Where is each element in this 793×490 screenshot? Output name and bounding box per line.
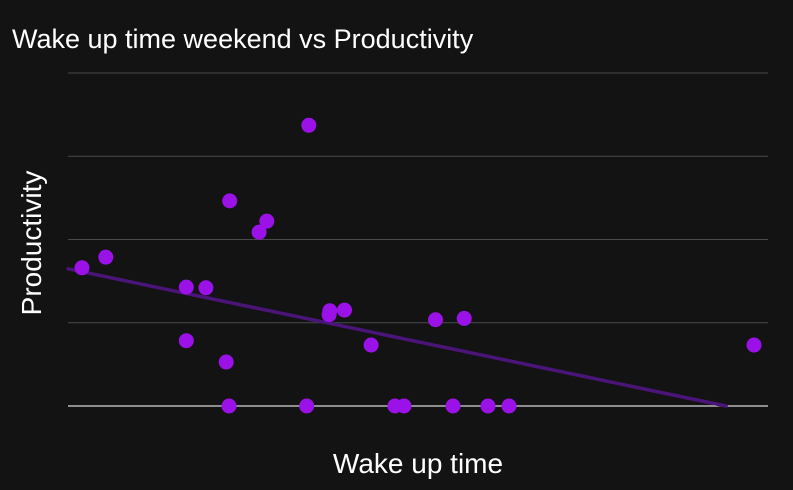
data-point-6 <box>221 398 237 414</box>
data-point-4 <box>198 280 214 296</box>
data-point-15 <box>363 337 379 353</box>
trendline <box>66 267 728 408</box>
data-point-9 <box>259 213 275 229</box>
data-point-13 <box>322 303 338 319</box>
data-point-17 <box>396 398 412 414</box>
data-point-23 <box>746 337 762 353</box>
data-point-7 <box>222 193 238 209</box>
data-point-5 <box>218 354 234 370</box>
grid-lines <box>68 72 768 324</box>
data-point-2 <box>178 333 194 349</box>
x-axis-label: Wake up time <box>332 448 504 479</box>
data-point-20 <box>456 310 472 326</box>
y-axis-label: Productivity <box>16 170 47 316</box>
data-point-21 <box>480 398 496 414</box>
data-point-0 <box>74 260 90 276</box>
data-point-18 <box>428 312 443 328</box>
data-point-14 <box>337 302 352 318</box>
data-point-19 <box>445 398 461 414</box>
chart-title: Wake up time weekend vs Productivity <box>12 24 474 54</box>
trendline-layer <box>66 267 728 408</box>
data-point-22 <box>501 398 517 414</box>
data-point-3 <box>178 279 194 295</box>
data-point-1 <box>98 249 114 265</box>
data-point-10 <box>299 398 315 414</box>
data-point-8 <box>251 224 267 240</box>
data-points <box>74 117 762 414</box>
data-point-11 <box>301 117 317 133</box>
